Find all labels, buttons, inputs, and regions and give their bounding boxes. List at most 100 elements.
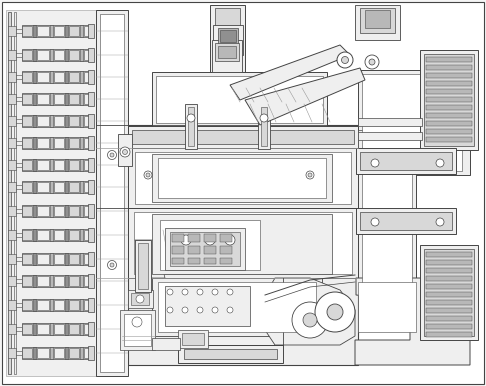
Bar	[22, 300, 32, 310]
Circle shape	[227, 289, 233, 295]
Bar	[84, 160, 90, 170]
Bar	[188, 234, 200, 242]
Bar	[22, 50, 32, 60]
Bar	[80, 71, 83, 83]
Bar	[37, 182, 49, 192]
Bar	[88, 158, 94, 172]
Bar	[65, 71, 68, 83]
Bar	[178, 345, 283, 363]
Bar	[426, 89, 472, 94]
Bar	[172, 258, 184, 264]
Bar	[8, 348, 16, 358]
Circle shape	[327, 304, 343, 320]
Bar	[88, 136, 94, 150]
Bar	[220, 258, 232, 264]
Bar	[220, 30, 236, 42]
Bar	[160, 220, 260, 270]
Bar	[33, 299, 36, 311]
Bar	[33, 49, 36, 61]
Bar	[65, 347, 68, 359]
Bar	[37, 50, 49, 60]
Bar	[218, 46, 236, 58]
Bar	[426, 260, 472, 265]
Bar	[258, 104, 270, 149]
Bar	[128, 125, 358, 365]
Bar	[54, 300, 64, 310]
Circle shape	[315, 292, 355, 332]
Circle shape	[337, 52, 353, 68]
Bar	[69, 324, 79, 334]
Bar	[426, 113, 472, 118]
Bar	[22, 94, 32, 104]
Bar	[213, 25, 243, 55]
Bar	[131, 293, 149, 305]
Bar	[356, 148, 456, 174]
Bar	[261, 107, 267, 146]
Bar	[360, 8, 395, 33]
Bar	[69, 182, 79, 192]
Bar	[424, 54, 474, 146]
Bar	[69, 94, 79, 104]
Bar	[80, 25, 83, 37]
Bar	[54, 324, 64, 334]
Bar	[426, 276, 472, 281]
Bar	[16, 303, 22, 307]
Circle shape	[182, 289, 188, 295]
Bar	[152, 278, 322, 336]
Bar	[54, 116, 64, 126]
Bar	[210, 5, 245, 85]
Bar	[212, 40, 242, 72]
Bar	[362, 74, 462, 171]
Bar	[54, 230, 64, 240]
Bar	[22, 93, 90, 105]
Bar	[65, 137, 68, 149]
Bar	[65, 229, 68, 241]
Bar	[33, 159, 36, 171]
Circle shape	[212, 307, 218, 313]
Bar	[22, 137, 90, 149]
Circle shape	[369, 59, 375, 65]
Bar	[100, 14, 124, 372]
Circle shape	[120, 147, 130, 157]
Bar	[65, 253, 68, 265]
Bar	[33, 137, 36, 149]
Circle shape	[227, 307, 233, 313]
Circle shape	[371, 218, 379, 226]
Circle shape	[167, 307, 173, 313]
Bar	[80, 229, 83, 241]
Bar	[215, 43, 239, 61]
Circle shape	[292, 302, 328, 338]
Bar	[16, 141, 22, 145]
Bar	[84, 254, 90, 264]
Bar	[84, 324, 90, 334]
Bar	[188, 258, 200, 264]
Bar	[138, 243, 148, 289]
Circle shape	[144, 171, 152, 179]
Bar	[355, 5, 400, 40]
Bar	[426, 252, 472, 257]
Bar	[65, 323, 68, 335]
Circle shape	[167, 289, 173, 295]
Bar	[88, 48, 94, 62]
Bar	[88, 322, 94, 336]
Bar	[37, 276, 49, 286]
Bar	[80, 253, 83, 265]
Bar	[358, 148, 416, 313]
Bar	[22, 138, 32, 148]
Bar	[65, 115, 68, 127]
Bar	[22, 299, 90, 311]
Bar	[172, 246, 184, 254]
Bar	[54, 254, 64, 264]
Bar	[14, 12, 16, 374]
Bar	[80, 137, 83, 149]
Bar	[424, 249, 474, 336]
Bar	[50, 275, 53, 287]
Bar	[356, 208, 456, 234]
Bar	[165, 228, 245, 270]
Bar	[128, 208, 358, 278]
Circle shape	[303, 313, 317, 327]
Circle shape	[197, 289, 203, 295]
Bar	[6, 10, 124, 376]
Bar	[16, 185, 22, 189]
Bar	[16, 119, 22, 123]
